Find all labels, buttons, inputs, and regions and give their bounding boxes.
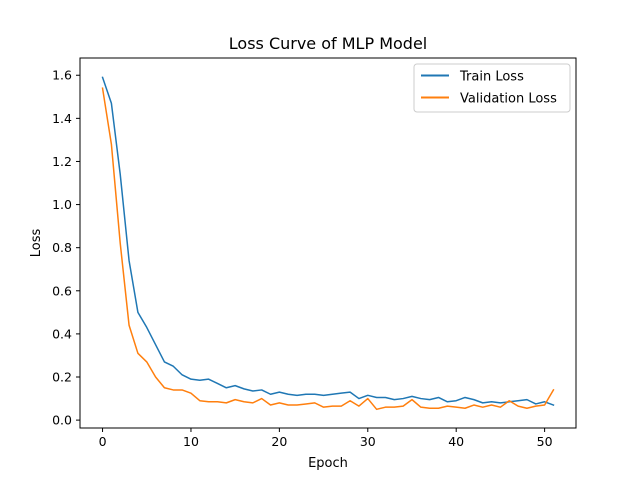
series-line-train-loss: [101, 76, 555, 406]
plot-frame: [79, 57, 577, 429]
y-axis-label: Loss: [29, 229, 44, 258]
x-axis-label: Epoch: [308, 456, 348, 471]
y-tick-label: 1.2: [52, 154, 72, 169]
legend: Train Loss Validation Loss: [413, 63, 571, 113]
plot-area: [80, 58, 576, 428]
chart-title: Loss Curve of MLP Model: [229, 34, 427, 53]
y-axis: 0.0 0.2 0.4 0.6 0.8 1.0 1.2 1.4 1.6: [52, 68, 80, 428]
y-tick-label: 0.2: [52, 370, 72, 385]
y-tick-label: 0.4: [52, 326, 72, 341]
legend-label-validation-loss: Validation Loss: [460, 92, 557, 107]
y-tick-label: 1.4: [52, 111, 72, 126]
series-layer: [101, 76, 555, 411]
x-axis: 0 10 20 30 40 50: [99, 428, 553, 449]
legend-box: [413, 63, 571, 113]
y-tick-label: 1.0: [52, 197, 72, 212]
legend-label-train-loss: Train Loss: [459, 70, 524, 85]
y-tick-label: 0.6: [52, 283, 72, 298]
x-tick-label: 10: [183, 434, 199, 449]
series-line-validation-loss: [101, 87, 555, 411]
y-tick-label: 0.0: [52, 413, 72, 428]
y-tick-label: 0.8: [52, 240, 72, 255]
x-tick-label: 20: [271, 434, 287, 449]
x-tick-label: 0: [99, 434, 107, 449]
x-tick-label: 40: [448, 434, 464, 449]
x-tick-label: 30: [360, 434, 376, 449]
x-tick-label: 50: [537, 434, 553, 449]
y-tick-label: 1.6: [52, 68, 72, 83]
